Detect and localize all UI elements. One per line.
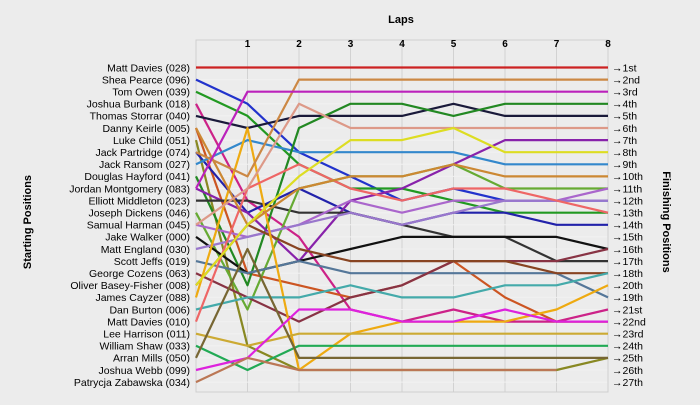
starting-position-label: Arran Mills (050) [113, 353, 190, 365]
finishing-position-label: →13th [612, 208, 643, 220]
starting-position-label: Joseph Dickens (046) [88, 208, 190, 220]
series-line-25 [195, 247, 608, 359]
finishing-position-label: →11th [612, 183, 642, 195]
finishing-position-label: →26th [612, 365, 643, 377]
finishing-position-label: →4th [612, 99, 637, 111]
starting-position-label: Shea Pearce (096) [102, 74, 190, 86]
starting-position-label: Oliver Basey-Fisher (008) [70, 280, 190, 292]
finishing-position-label: →23rd [612, 329, 644, 341]
starting-position-label: William Shaw (033) [100, 341, 190, 353]
starting-position-label: Joshua Burbank (018) [87, 99, 190, 111]
series-lines [194, 66, 609, 384]
starting-position-label: Jack Partridge (074) [95, 147, 190, 159]
starting-position-label: Douglas Hayford (041) [84, 171, 190, 183]
x-tick-label: 1 [245, 39, 251, 50]
starting-position-label: Tom Owen (039) [112, 87, 190, 99]
right-axis-title: Finishing Positions [660, 171, 672, 272]
starting-position-label: Danny Keirle (005) [102, 123, 190, 135]
finishing-position-label: →2nd [612, 74, 640, 86]
series-line-29 [195, 102, 608, 226]
starting-position-label: Samual Harman (045) [87, 220, 190, 232]
starting-position-label: Scott Jeffs (019) [114, 256, 190, 268]
starting-position-label: Matt Davies (028) [107, 62, 190, 74]
x-grid [247, 40, 609, 392]
x-tick-label: 3 [348, 39, 354, 50]
finishing-position-label: →8th [612, 147, 637, 159]
x-tick-label: 8 [605, 39, 611, 50]
series-line-21 [195, 272, 609, 311]
finishing-position-label: →3rd [612, 87, 638, 99]
series-line-28 [195, 127, 608, 226]
starting-position-label: Jordan Montgomery (083) [69, 183, 190, 195]
starting-position-labels: Matt Davies (028)Shea Pearce (096)Tom Ow… [69, 62, 190, 389]
starting-position-label: Patrycja Zabawska (034) [74, 377, 190, 389]
starting-position-label: Jack Ransom (027) [99, 159, 190, 171]
starting-position-label: Luke Child (051) [113, 135, 190, 147]
series-line-31 [195, 78, 608, 178]
finishing-position-label: →9th [612, 159, 637, 171]
finishing-position-label: →27th [612, 377, 643, 389]
series-line-27 [195, 356, 557, 384]
finishing-position-label: →24th [612, 341, 643, 353]
series-line-18 [195, 247, 609, 323]
x-tick-label: 2 [296, 39, 302, 50]
series-line-26 [195, 308, 608, 372]
starting-position-label: Thomas Storrar (040) [90, 111, 190, 123]
x-tick-labels: 1 2 3 4 5 6 7 8 [245, 39, 612, 50]
series-line-19 [195, 223, 608, 287]
finishing-position-label: →17th [612, 256, 643, 268]
left-axis-title: Starting Positions [22, 175, 34, 269]
x-axis-title: Laps [388, 14, 414, 26]
finishing-position-label: →1st [612, 62, 637, 74]
finishing-position-label: →15th [612, 232, 643, 244]
starting-position-label: Jake Walker (000) [105, 232, 190, 244]
series-line-11 [195, 139, 608, 263]
series-line-30 [195, 126, 608, 287]
finishing-position-labels: →1st→2nd→3rd→4th→5th→6th→7th→8th→9th→10t… [612, 62, 646, 389]
finishing-position-label: →10th [612, 171, 643, 183]
series-line-32 [195, 90, 608, 190]
finishing-position-label: →19th [612, 292, 643, 304]
finishing-position-label: →7th [612, 135, 637, 147]
plot-frame [195, 39, 609, 393]
finishing-position-label: →6th [612, 123, 637, 135]
starting-position-label: Lee Harrison (011) [103, 329, 190, 341]
x-tick-label: 4 [399, 39, 405, 50]
finishing-position-label: →25th [612, 353, 643, 365]
starting-position-label: George Cozens (063) [89, 268, 190, 280]
finishing-position-label: →20th [612, 280, 643, 292]
starting-position-label: Dan Burton (006) [109, 304, 190, 316]
finishing-position-label: →18th [612, 268, 643, 280]
series-line-5 [195, 102, 608, 130]
starting-position-label: Matt Davies (010) [107, 316, 190, 328]
x-tick-label: 5 [451, 39, 457, 50]
finishing-position-label: →12th [612, 195, 643, 207]
x-tick-label: 6 [502, 39, 508, 50]
finishing-position-label: →22nd [612, 316, 646, 328]
series-line-17 [195, 260, 609, 299]
finishing-position-label: →21st [612, 304, 642, 316]
series-line-22 [194, 163, 609, 322]
x-tick-label: 7 [554, 39, 560, 50]
finishing-position-label: →5th [612, 111, 637, 123]
finishing-position-label: →16th [612, 244, 643, 256]
starting-position-label: Matt England (030) [101, 244, 190, 256]
finishing-position-label: →14th [612, 220, 643, 232]
starting-position-label: James Cayzer (088) [95, 292, 190, 304]
starting-position-label: Joshua Webb (099) [99, 365, 190, 377]
starting-position-label: Elliott Middleton (023) [88, 195, 190, 207]
